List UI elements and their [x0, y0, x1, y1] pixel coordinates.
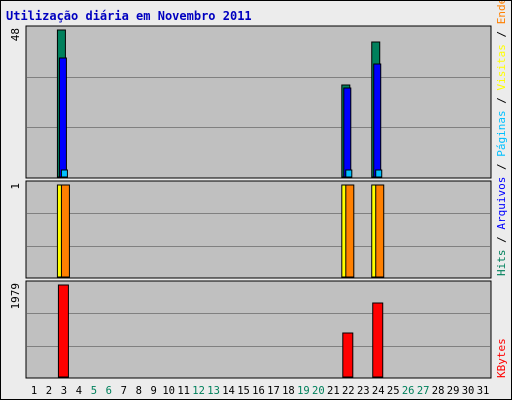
day-label-18: 18 [282, 385, 295, 397]
legend-part-4: Páginas [495, 110, 508, 156]
bar-requests-arquivos-day-3 [58, 57, 67, 178]
day-label-21: 21 [327, 385, 340, 397]
day-label-29: 29 [447, 385, 460, 397]
bar-kbytes-kbytes-day-24 [372, 302, 384, 378]
legend-part-1: / [495, 230, 508, 250]
legend-part-0: Hits [495, 250, 508, 277]
day-label-25: 25 [387, 385, 400, 397]
day-label-6: 6 [106, 385, 112, 397]
day-label-31: 31 [477, 385, 490, 397]
bar-requests-arquivos-day-22 [343, 87, 352, 178]
legend-part-8: Endereços [495, 1, 508, 24]
day-label-20: 20 [312, 385, 325, 397]
bar-visits-endereços-day-3 [60, 184, 70, 278]
panel-kbytes [25, 280, 492, 379]
legend-part-0: KBytes [495, 338, 508, 378]
day-label-1: 1 [31, 385, 37, 397]
panel-visits [25, 180, 492, 279]
day-label-26: 26 [402, 385, 415, 397]
day-label-4: 4 [76, 385, 82, 397]
legend-part-7: / [495, 24, 508, 44]
chart-title: Utilização diária em Novembro 2011 [6, 9, 252, 23]
day-label-10: 10 [162, 385, 175, 397]
day-label-11: 11 [177, 385, 190, 397]
max-label-requests: 48 [9, 28, 22, 41]
day-label-19: 19 [297, 385, 310, 397]
day-label-23: 23 [357, 385, 370, 397]
bar-kbytes-kbytes-day-3 [57, 284, 69, 378]
day-label-28: 28 [432, 385, 445, 397]
day-label-13: 13 [207, 385, 220, 397]
day-label-14: 14 [222, 385, 235, 397]
legend-kbytes: KBytes [495, 338, 508, 378]
day-label-24: 24 [372, 385, 385, 397]
day-label-22: 22 [342, 385, 355, 397]
legend-part-3: / [495, 157, 508, 177]
bar-visits-endereços-day-24 [375, 184, 385, 278]
day-label-7: 7 [121, 385, 127, 397]
day-label-15: 15 [237, 385, 250, 397]
day-label-8: 8 [136, 385, 142, 397]
max-label-kbytes: 1979 [9, 283, 22, 310]
bar-requests-páginas-day-22 [345, 169, 353, 178]
day-label-5: 5 [91, 385, 97, 397]
day-label-12: 12 [192, 385, 205, 397]
day-label-2: 2 [46, 385, 52, 397]
day-label-27: 27 [417, 385, 430, 397]
legend-part-5: / [495, 91, 508, 111]
legend-requests-visits: Hits / Arquivos / Páginas / Visitas / En… [495, 1, 508, 276]
day-label-30: 30 [462, 385, 475, 397]
legend-part-6: Visitas [495, 44, 508, 90]
day-label-9: 9 [151, 385, 157, 397]
bar-requests-páginas-day-3 [60, 169, 68, 178]
panel-requests [25, 25, 492, 179]
day-label-3: 3 [61, 385, 67, 397]
max-label-visits: 1 [9, 183, 22, 190]
day-label-17: 17 [267, 385, 280, 397]
bar-requests-páginas-day-24 [375, 169, 383, 178]
bar-kbytes-kbytes-day-22 [342, 332, 354, 378]
legend-part-2: Arquivos [495, 177, 508, 230]
bar-requests-arquivos-day-24 [373, 63, 382, 178]
day-label-16: 16 [252, 385, 265, 397]
bar-visits-endereços-day-22 [345, 184, 355, 278]
